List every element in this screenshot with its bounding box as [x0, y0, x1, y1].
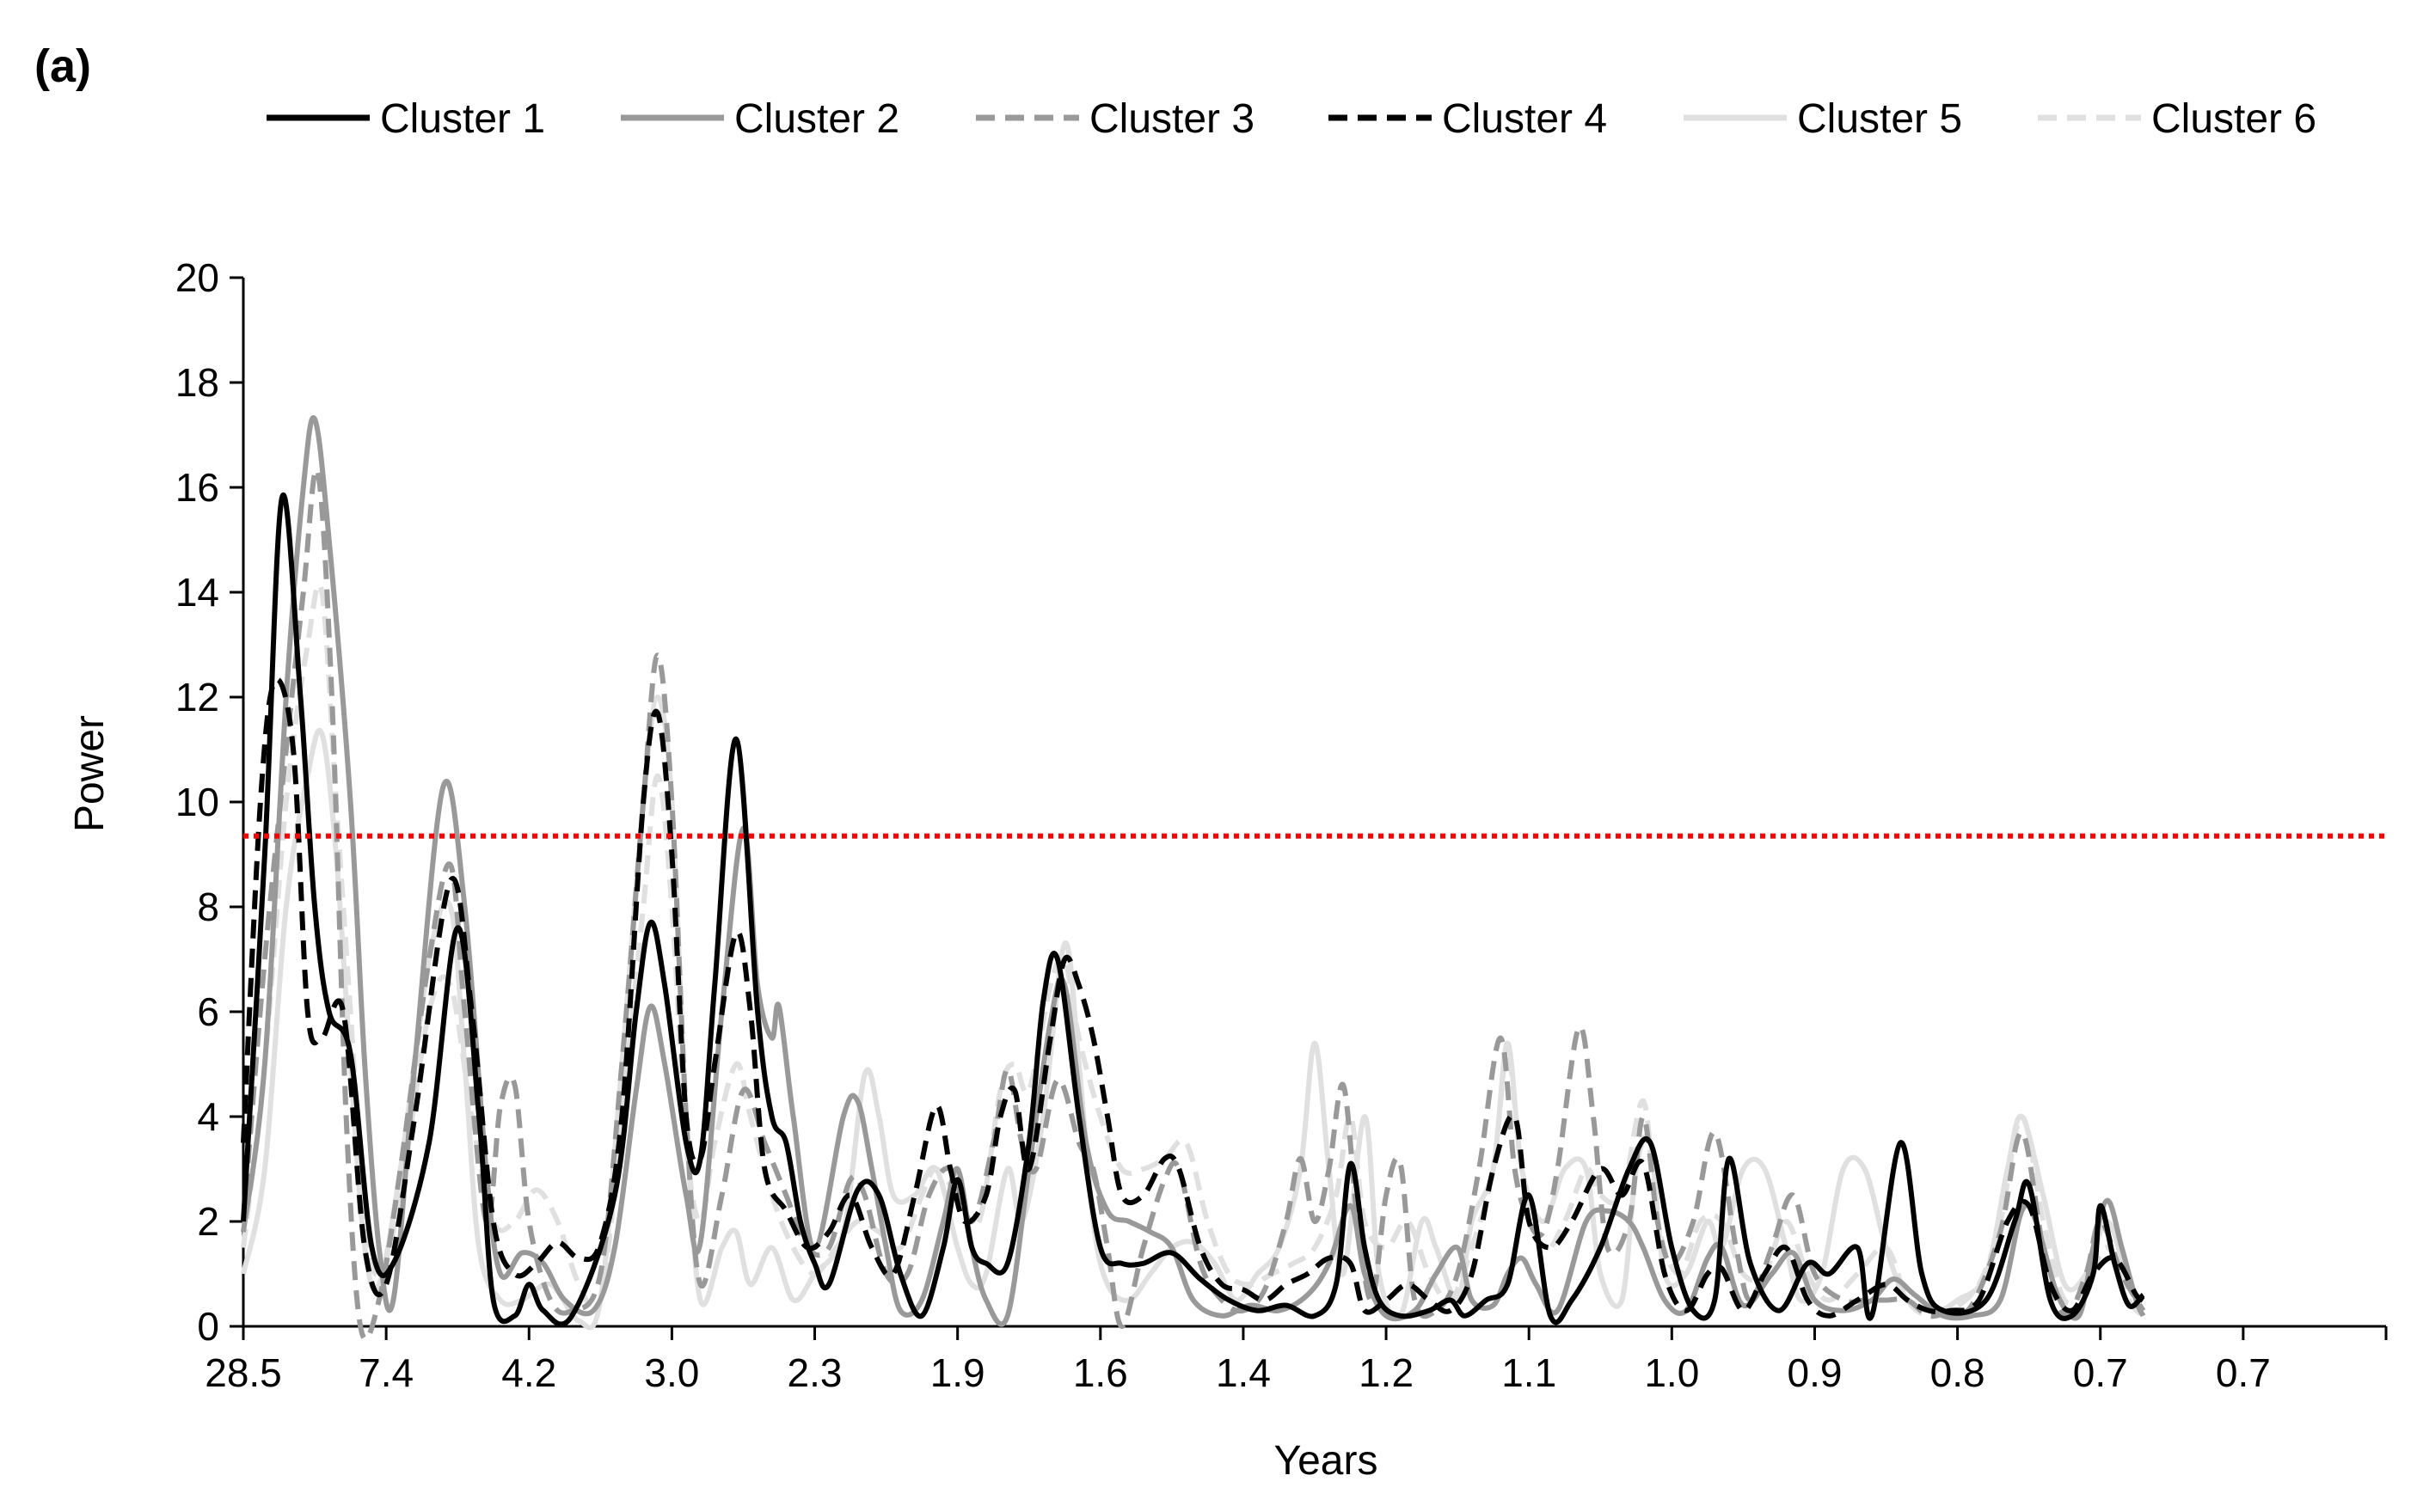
legend-label-cluster-1: Cluster 1	[380, 96, 545, 142]
series-line-cluster-3	[241, 467, 2146, 1342]
x-tick-label: 0.8	[1930, 1350, 1985, 1395]
y-tick-label: 2	[197, 1199, 219, 1244]
x-axis-label: Years	[1274, 1438, 1378, 1484]
x-tick-label: 28.5	[205, 1350, 282, 1395]
y-tick-label: 10	[175, 780, 219, 824]
x-tick-label: 0.9	[1787, 1350, 1842, 1395]
x-tick-label: 0.7	[2073, 1350, 2128, 1395]
series-line-cluster-4	[241, 676, 2145, 1319]
y-tick-label: 20	[175, 255, 219, 300]
x-tick-label: 0.7	[2216, 1350, 2271, 1395]
y-tick-label: 18	[175, 360, 219, 405]
legend: Cluster 1 Cluster 2 Cluster 3 Cluster 4 Clus…	[267, 96, 2316, 142]
plot-area	[241, 415, 2386, 1342]
y-tick-label: 14	[175, 570, 219, 615]
x-tick-label: 1.9	[930, 1350, 985, 1395]
x-tick-label: 7.4	[359, 1350, 414, 1395]
series-line-cluster-2	[241, 415, 2146, 1327]
series-line-cluster-5	[241, 695, 2146, 1331]
legend-label-cluster-3: Cluster 3	[1089, 96, 1255, 142]
y-tick-label: 16	[175, 465, 219, 510]
legend-label-cluster-5: Cluster 5	[1797, 96, 1962, 142]
y-tick-label: 4	[197, 1094, 219, 1139]
legend-label-cluster-2: Cluster 2	[734, 96, 899, 142]
series-line-cluster-1	[241, 493, 2145, 1327]
legend-label-cluster-6: Cluster 6	[2151, 96, 2316, 142]
x-tick-label: 3.0	[644, 1350, 699, 1395]
x-tick-label: 1.2	[1359, 1350, 1414, 1395]
x-tick-label: 1.0	[1644, 1350, 1699, 1395]
panel-label: (a)	[34, 40, 91, 92]
x-tick-label: 1.1	[1501, 1350, 1556, 1395]
y-tick-label: 12	[175, 675, 219, 719]
x-tick-label: 2.3	[788, 1350, 843, 1395]
y-tick-label: 8	[197, 885, 219, 929]
legend-label-cluster-4: Cluster 4	[1442, 96, 1607, 142]
y-axis: 0 2 4 6 8 10 12 14 16 18 20	[175, 255, 245, 1349]
x-tick-label: 1.6	[1073, 1350, 1128, 1395]
x-axis: 28.5 7.4 4.2 3.0 2.3 1.9 1.6 1.4 1.2 1.1 1.0 0.9 0.8…	[205, 1325, 2388, 1395]
y-tick-label: 6	[197, 989, 219, 1034]
x-tick-label: 1.4	[1216, 1350, 1271, 1395]
y-axis-label: Power	[67, 715, 113, 832]
x-tick-label: 4.2	[501, 1350, 556, 1395]
y-tick-label: 0	[197, 1304, 219, 1349]
